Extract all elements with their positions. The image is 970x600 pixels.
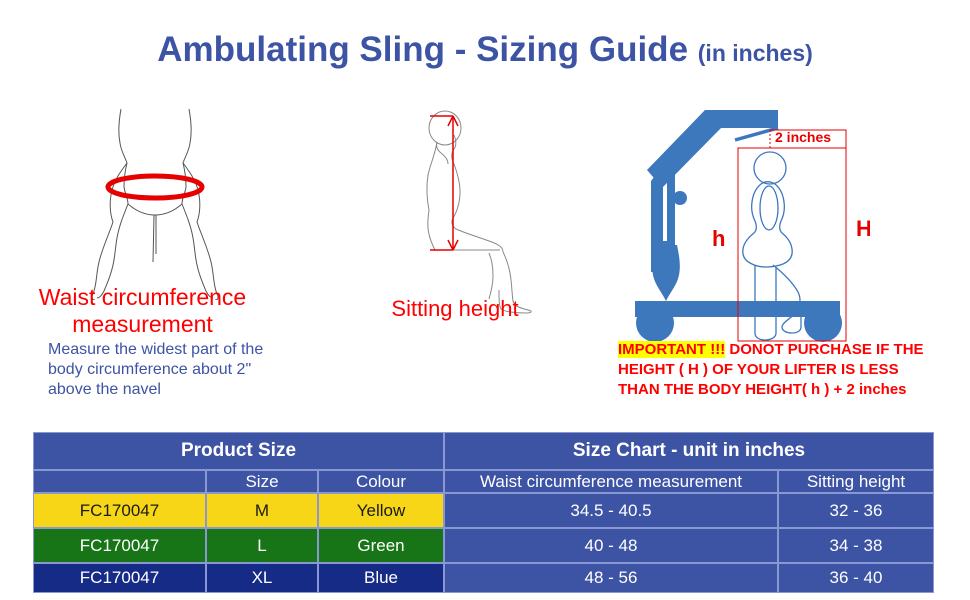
svg-text:h: h	[712, 226, 725, 251]
svg-text:H: H	[856, 216, 870, 241]
svg-text:2 inches: 2 inches	[775, 129, 831, 145]
